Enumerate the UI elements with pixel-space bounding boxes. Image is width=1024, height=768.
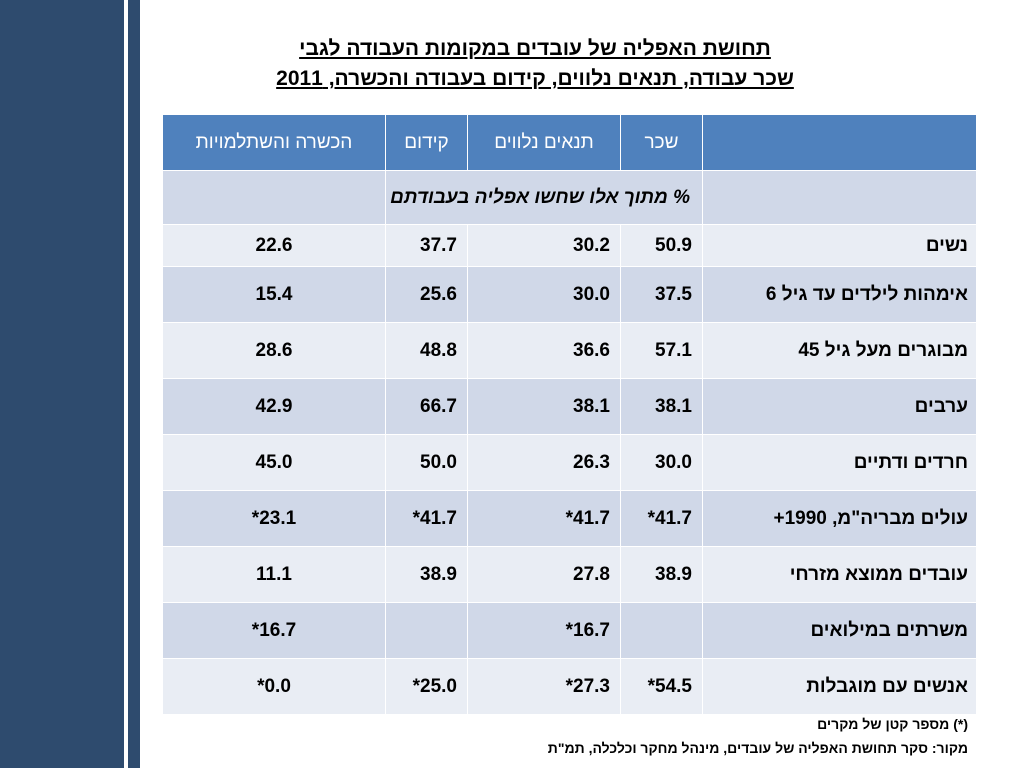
- value-cell: 38.9: [620, 546, 703, 603]
- value-cell: 25.0*: [385, 658, 468, 715]
- value-cell: 45.0: [162, 434, 386, 491]
- value-cell: [385, 602, 468, 659]
- value-cell: 15.4: [162, 266, 386, 323]
- value-cell: 57.1: [620, 322, 703, 379]
- value-cell: 41.7*: [467, 490, 621, 547]
- value-cell: 38.1: [467, 378, 621, 435]
- row-label: משרתים במילואים: [702, 602, 977, 659]
- row-label: מבוגרים מעל גיל 45: [702, 322, 977, 379]
- discrimination-table: שכר תנאים נלווים קידום הכשרה והשתלמויות …: [162, 114, 977, 715]
- value-cell: 38.9: [385, 546, 468, 603]
- value-cell: 42.9: [162, 378, 386, 435]
- source-note: מקור: סקר תחושת האפליה של עובדים, מינהל …: [547, 740, 968, 756]
- value-cell: 41.7*: [385, 490, 468, 547]
- side-decoration-bar: [0, 0, 124, 768]
- value-cell: 38.1: [620, 378, 703, 435]
- value-cell: 0.0*: [162, 658, 386, 715]
- footnote: (*) מספר קטן של מקרים: [817, 716, 968, 732]
- value-cell: 48.8: [385, 322, 468, 379]
- table-row: עובדים ממוצא מזרחי 38.9 27.8 38.9 11.1: [162, 546, 977, 603]
- value-cell: 25.6: [385, 266, 468, 323]
- header-benefits: תנאים נלווים: [467, 114, 621, 171]
- value-cell: 28.6: [162, 322, 386, 379]
- header-promotion: קידום: [385, 114, 468, 171]
- row-label: אנשים עם מוגבלות: [702, 658, 977, 715]
- value-cell: 30.0: [620, 434, 703, 491]
- value-cell: 16.7*: [467, 602, 621, 659]
- note-empty-cell: [702, 170, 977, 225]
- table-row: משרתים במילואים 16.7* 16.7*: [162, 602, 977, 659]
- table-row: חרדים ודתיים 30.0 26.3 50.0 45.0: [162, 434, 977, 491]
- row-label: נשים: [702, 224, 977, 267]
- value-cell: 50.9: [620, 224, 703, 267]
- row-label: עולים מבריה"מ, 1990+: [702, 490, 977, 547]
- value-cell: 30.0: [467, 266, 621, 323]
- header-label: [702, 114, 977, 171]
- value-cell: 22.6: [162, 224, 386, 267]
- value-cell: 27.3*: [467, 658, 621, 715]
- header-salary: שכר: [620, 114, 703, 171]
- table-row: נשים 50.9 30.2 37.7 22.6: [162, 224, 977, 267]
- side-decoration-stripe: [124, 0, 128, 768]
- value-cell: 26.3: [467, 434, 621, 491]
- table-row: אימהות לילדים עד גיל 6 37.5 30.0 25.6 15.4: [162, 266, 977, 323]
- value-cell: 54.5*: [620, 658, 703, 715]
- note-row: % מתוך אלו שחשו אפליה בעבודתם: [162, 170, 977, 225]
- value-cell: 11.1: [162, 546, 386, 603]
- header-training: הכשרה והשתלמויות: [162, 114, 386, 171]
- value-cell: 66.7: [385, 378, 468, 435]
- value-cell: 41.7*: [620, 490, 703, 547]
- value-cell: 50.0: [385, 434, 468, 491]
- title-line-2: שכר עבודה, תנאים נלווים, קידום בעבודה וה…: [276, 67, 794, 90]
- row-label: חרדים ודתיים: [702, 434, 977, 491]
- row-label: ערבים: [702, 378, 977, 435]
- table-row: אנשים עם מוגבלות 54.5* 27.3* 25.0* 0.0*: [162, 658, 977, 715]
- value-cell: 37.7: [385, 224, 468, 267]
- table-row: מבוגרים מעל גיל 45 57.1 36.6 48.8 28.6: [162, 322, 977, 379]
- value-cell: 30.2: [467, 224, 621, 267]
- value-cell: 23.1*: [162, 490, 386, 547]
- value-cell: 16.7*: [162, 602, 386, 659]
- row-label: אימהות לילדים עד גיל 6: [702, 266, 977, 323]
- value-cell: 37.5: [620, 266, 703, 323]
- value-cell: [620, 602, 703, 659]
- slide-title: תחושת האפליה של עובדים במקומות העבודה לג…: [160, 34, 910, 94]
- row-label: עובדים ממוצא מזרחי: [702, 546, 977, 603]
- table-row: ערבים 38.1 38.1 66.7 42.9: [162, 378, 977, 435]
- note-empty-cell: [162, 170, 386, 225]
- value-cell: 27.8: [467, 546, 621, 603]
- table-header-row: שכר תנאים נלווים קידום הכשרה והשתלמויות: [162, 114, 977, 171]
- note-text: % מתוך אלו שחשו אפליה בעבודתם: [385, 170, 703, 225]
- title-line-1: תחושת האפליה של עובדים במקומות העבודה לג…: [299, 37, 771, 60]
- value-cell: 36.6: [467, 322, 621, 379]
- table-row: עולים מבריה"מ, 1990+ 41.7* 41.7* 41.7* 23.1*: [162, 490, 977, 547]
- side-decoration-bar-narrow: [128, 0, 140, 768]
